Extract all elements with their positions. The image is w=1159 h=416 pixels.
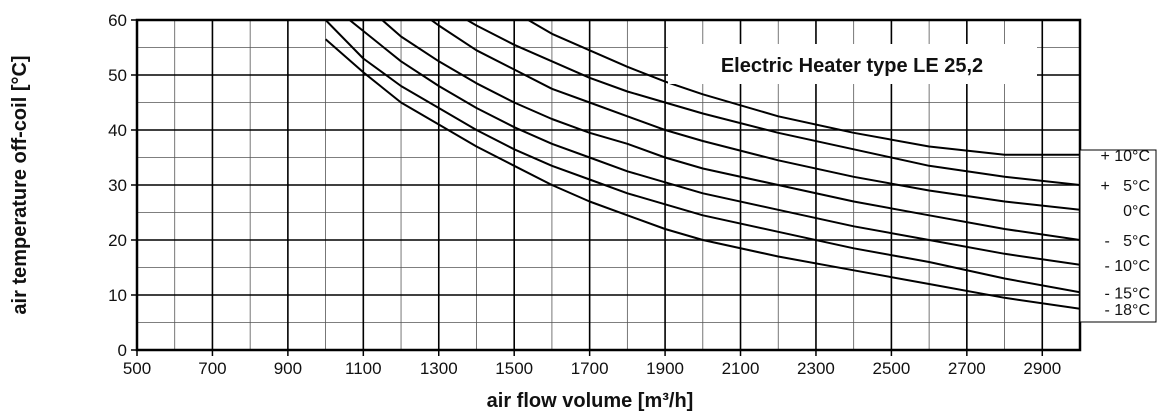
x-tick-label: 2700 <box>948 359 986 378</box>
y-tick-label: 10 <box>108 286 127 305</box>
y-tick-label: 30 <box>108 176 127 195</box>
x-tick-label: 700 <box>198 359 226 378</box>
x-tick-label: 900 <box>274 359 302 378</box>
series-line <box>526 20 1080 156</box>
legend-label: 0°C <box>1123 203 1150 220</box>
x-tick-label: 1100 <box>345 359 382 378</box>
x-axis-ticks: 500 700 900 1100 1300 1500 1700 1900 2100 2300 250… <box>123 350 1061 378</box>
x-tick-label: 2100 <box>722 359 760 378</box>
series-layer <box>324 20 1080 310</box>
legend-label: - 15°C <box>1104 285 1150 302</box>
y-tick-label: 0 <box>118 341 127 360</box>
y-tick-label: 20 <box>108 231 127 250</box>
x-tick-label: 1700 <box>571 359 609 378</box>
chart-title: Electric Heater type LE 25,2 <box>721 55 983 77</box>
legend-label: - 10°C <box>1104 258 1150 275</box>
y-axis-ticks: 0 10 20 30 40 50 60 <box>108 11 137 360</box>
legend-label: - 18°C <box>1104 302 1150 319</box>
legend-box: + 10°C + 5°C 0°C - 5°C - 10°C - 15°C- 18°C <box>1079 148 1157 323</box>
legend-label: - 5°C <box>1104 233 1150 250</box>
series-line <box>347 20 1080 266</box>
x-tick-label: 1300 <box>420 359 458 378</box>
x-tick-label: 1500 <box>495 359 533 378</box>
legend-label: + 10°C <box>1100 148 1150 165</box>
y-tick-label: 50 <box>108 66 127 85</box>
series-line <box>429 20 1080 211</box>
series-line <box>324 38 1080 310</box>
x-tick-label: 500 <box>123 359 151 378</box>
x-tick-label: 1900 <box>646 359 684 378</box>
x-axis-title: air flow volume [m³/h] <box>487 390 694 412</box>
series-line <box>324 20 1080 294</box>
x-tick-label: 2300 <box>797 359 835 378</box>
chart-title-box: Electric Heater type LE 25,2 <box>668 44 1037 84</box>
legend-label: + 5°C <box>1100 178 1150 195</box>
x-tick-label: 2500 <box>872 359 910 378</box>
y-axis-title: air temperature off-coil [°C] <box>9 55 31 314</box>
y-tick-label: 60 <box>108 11 127 30</box>
series-line <box>465 20 1080 186</box>
series-line <box>380 20 1080 241</box>
x-tick-label: 2900 <box>1023 359 1061 378</box>
y-tick-label: 40 <box>108 121 127 140</box>
